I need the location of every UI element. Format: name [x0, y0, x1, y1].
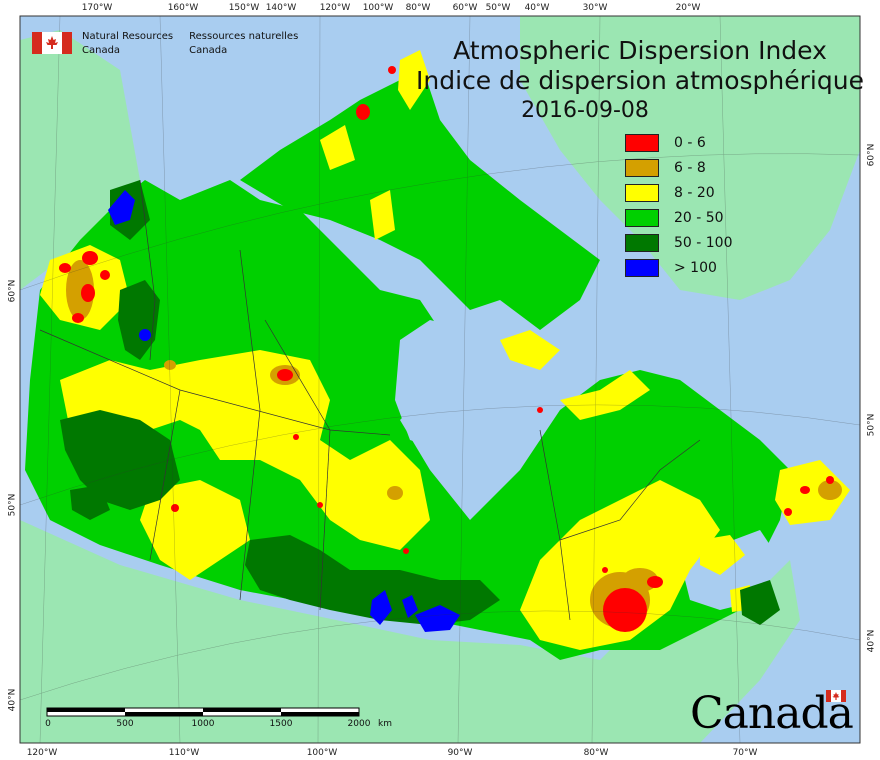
- canada-flag-icon: [32, 32, 72, 54]
- arctic-islands: [240, 60, 600, 330]
- legend-swatch: [625, 258, 659, 277]
- legend-swatch: [625, 183, 659, 202]
- tick-label: 50°N: [7, 493, 18, 517]
- agency-signature: Natural Resources Canada Ressources natu…: [32, 30, 298, 58]
- tick-label: 90°W: [447, 748, 473, 758]
- agency-name-fr: Ressources naturelles Canada: [189, 30, 298, 58]
- tick-label: 80°W: [583, 748, 609, 758]
- scale-bar-graphic: [46, 707, 360, 717]
- tick-label: 70°W: [732, 748, 758, 758]
- legend-label: > 100: [674, 259, 717, 276]
- usa-land: [20, 520, 800, 743]
- zone-50-100: [60, 180, 780, 625]
- tick-label: 160°W: [167, 3, 199, 13]
- tick-label: 80°W: [405, 3, 431, 13]
- agency-name-en: Natural Resources Canada: [82, 30, 173, 58]
- agency-fr-line: Canada: [189, 45, 228, 56]
- hudson-bay: [395, 320, 540, 480]
- legend-label: 8 - 20: [674, 184, 715, 201]
- agency-en-line: Natural Resources: [82, 31, 174, 42]
- wordmark-flag-icon: [826, 690, 846, 702]
- legend: 0 - 6 6 - 8 8 - 20 20 - 50 50 - 100 > 10…: [625, 132, 733, 282]
- tick-label: 150°W: [228, 3, 260, 13]
- zone-over-100: [108, 190, 460, 632]
- scale-label: 500: [116, 719, 134, 729]
- tick-label: 50°W: [485, 3, 511, 13]
- tick-label: 20°W: [675, 3, 701, 13]
- legend-item: > 100: [625, 257, 733, 278]
- legend-label: 0 - 6: [674, 134, 706, 151]
- scale-label: 0: [45, 719, 51, 729]
- map-title-en: Atmospheric Dispersion Index: [453, 36, 827, 65]
- province-borders: [39, 179, 701, 621]
- agency-en-line: Canada: [82, 45, 121, 56]
- legend-label: 20 - 50: [674, 209, 724, 226]
- greenland-land: [520, 16, 860, 300]
- tick-label: 100°W: [306, 748, 338, 758]
- legend-item: 20 - 50: [625, 207, 733, 228]
- legend-swatch: [625, 233, 659, 252]
- legend-swatch: [625, 133, 659, 152]
- alaska-land: [20, 30, 140, 290]
- tick-label: 120°W: [319, 3, 351, 13]
- tick-label: 60°W: [452, 3, 478, 13]
- graticule: [20, 16, 860, 743]
- legend-swatch: [625, 208, 659, 227]
- zone-0-6: [59, 66, 834, 632]
- tick-label: 60°N: [866, 143, 877, 167]
- zone-8-20: [40, 50, 850, 650]
- tick-label: 60°N: [7, 279, 18, 303]
- tick-label: 110°W: [168, 748, 200, 758]
- legend-item: 0 - 6: [625, 132, 733, 153]
- legend-item: 6 - 8: [625, 157, 733, 178]
- tick-label: 40°N: [866, 629, 877, 653]
- scale-unit: km: [378, 719, 392, 729]
- legend-item: 50 - 100: [625, 232, 733, 253]
- map-border: [19, 15, 861, 744]
- scale-label: 2000: [347, 719, 371, 729]
- map-title-block: Atmospheric Dispersion Index Indice de d…: [410, 36, 870, 126]
- scale-label: 1000: [191, 719, 215, 729]
- tick-label: 100°W: [362, 3, 394, 13]
- legend-swatch: [625, 158, 659, 177]
- legend-item: 8 - 20: [625, 182, 733, 203]
- tick-label: 50°N: [866, 413, 877, 437]
- map-date: 2016-09-08: [521, 98, 649, 123]
- tick-label: 170°W: [81, 3, 113, 13]
- legend-label: 50 - 100: [674, 234, 733, 251]
- map-title-fr: Indice de dispersion atmosphérique: [416, 66, 864, 95]
- tick-label: 40°N: [7, 688, 18, 712]
- agency-fr-line: Ressources naturelles: [189, 31, 299, 42]
- tick-label: 120°W: [26, 748, 58, 758]
- scale-label: 1500: [269, 719, 293, 729]
- tick-label: 40°W: [524, 3, 550, 13]
- scale-bar: 0 500 1000 1500 2000 km: [45, 705, 392, 729]
- tick-label: 140°W: [265, 3, 297, 13]
- legend-label: 6 - 8: [674, 159, 706, 176]
- tick-label: 30°W: [582, 3, 608, 13]
